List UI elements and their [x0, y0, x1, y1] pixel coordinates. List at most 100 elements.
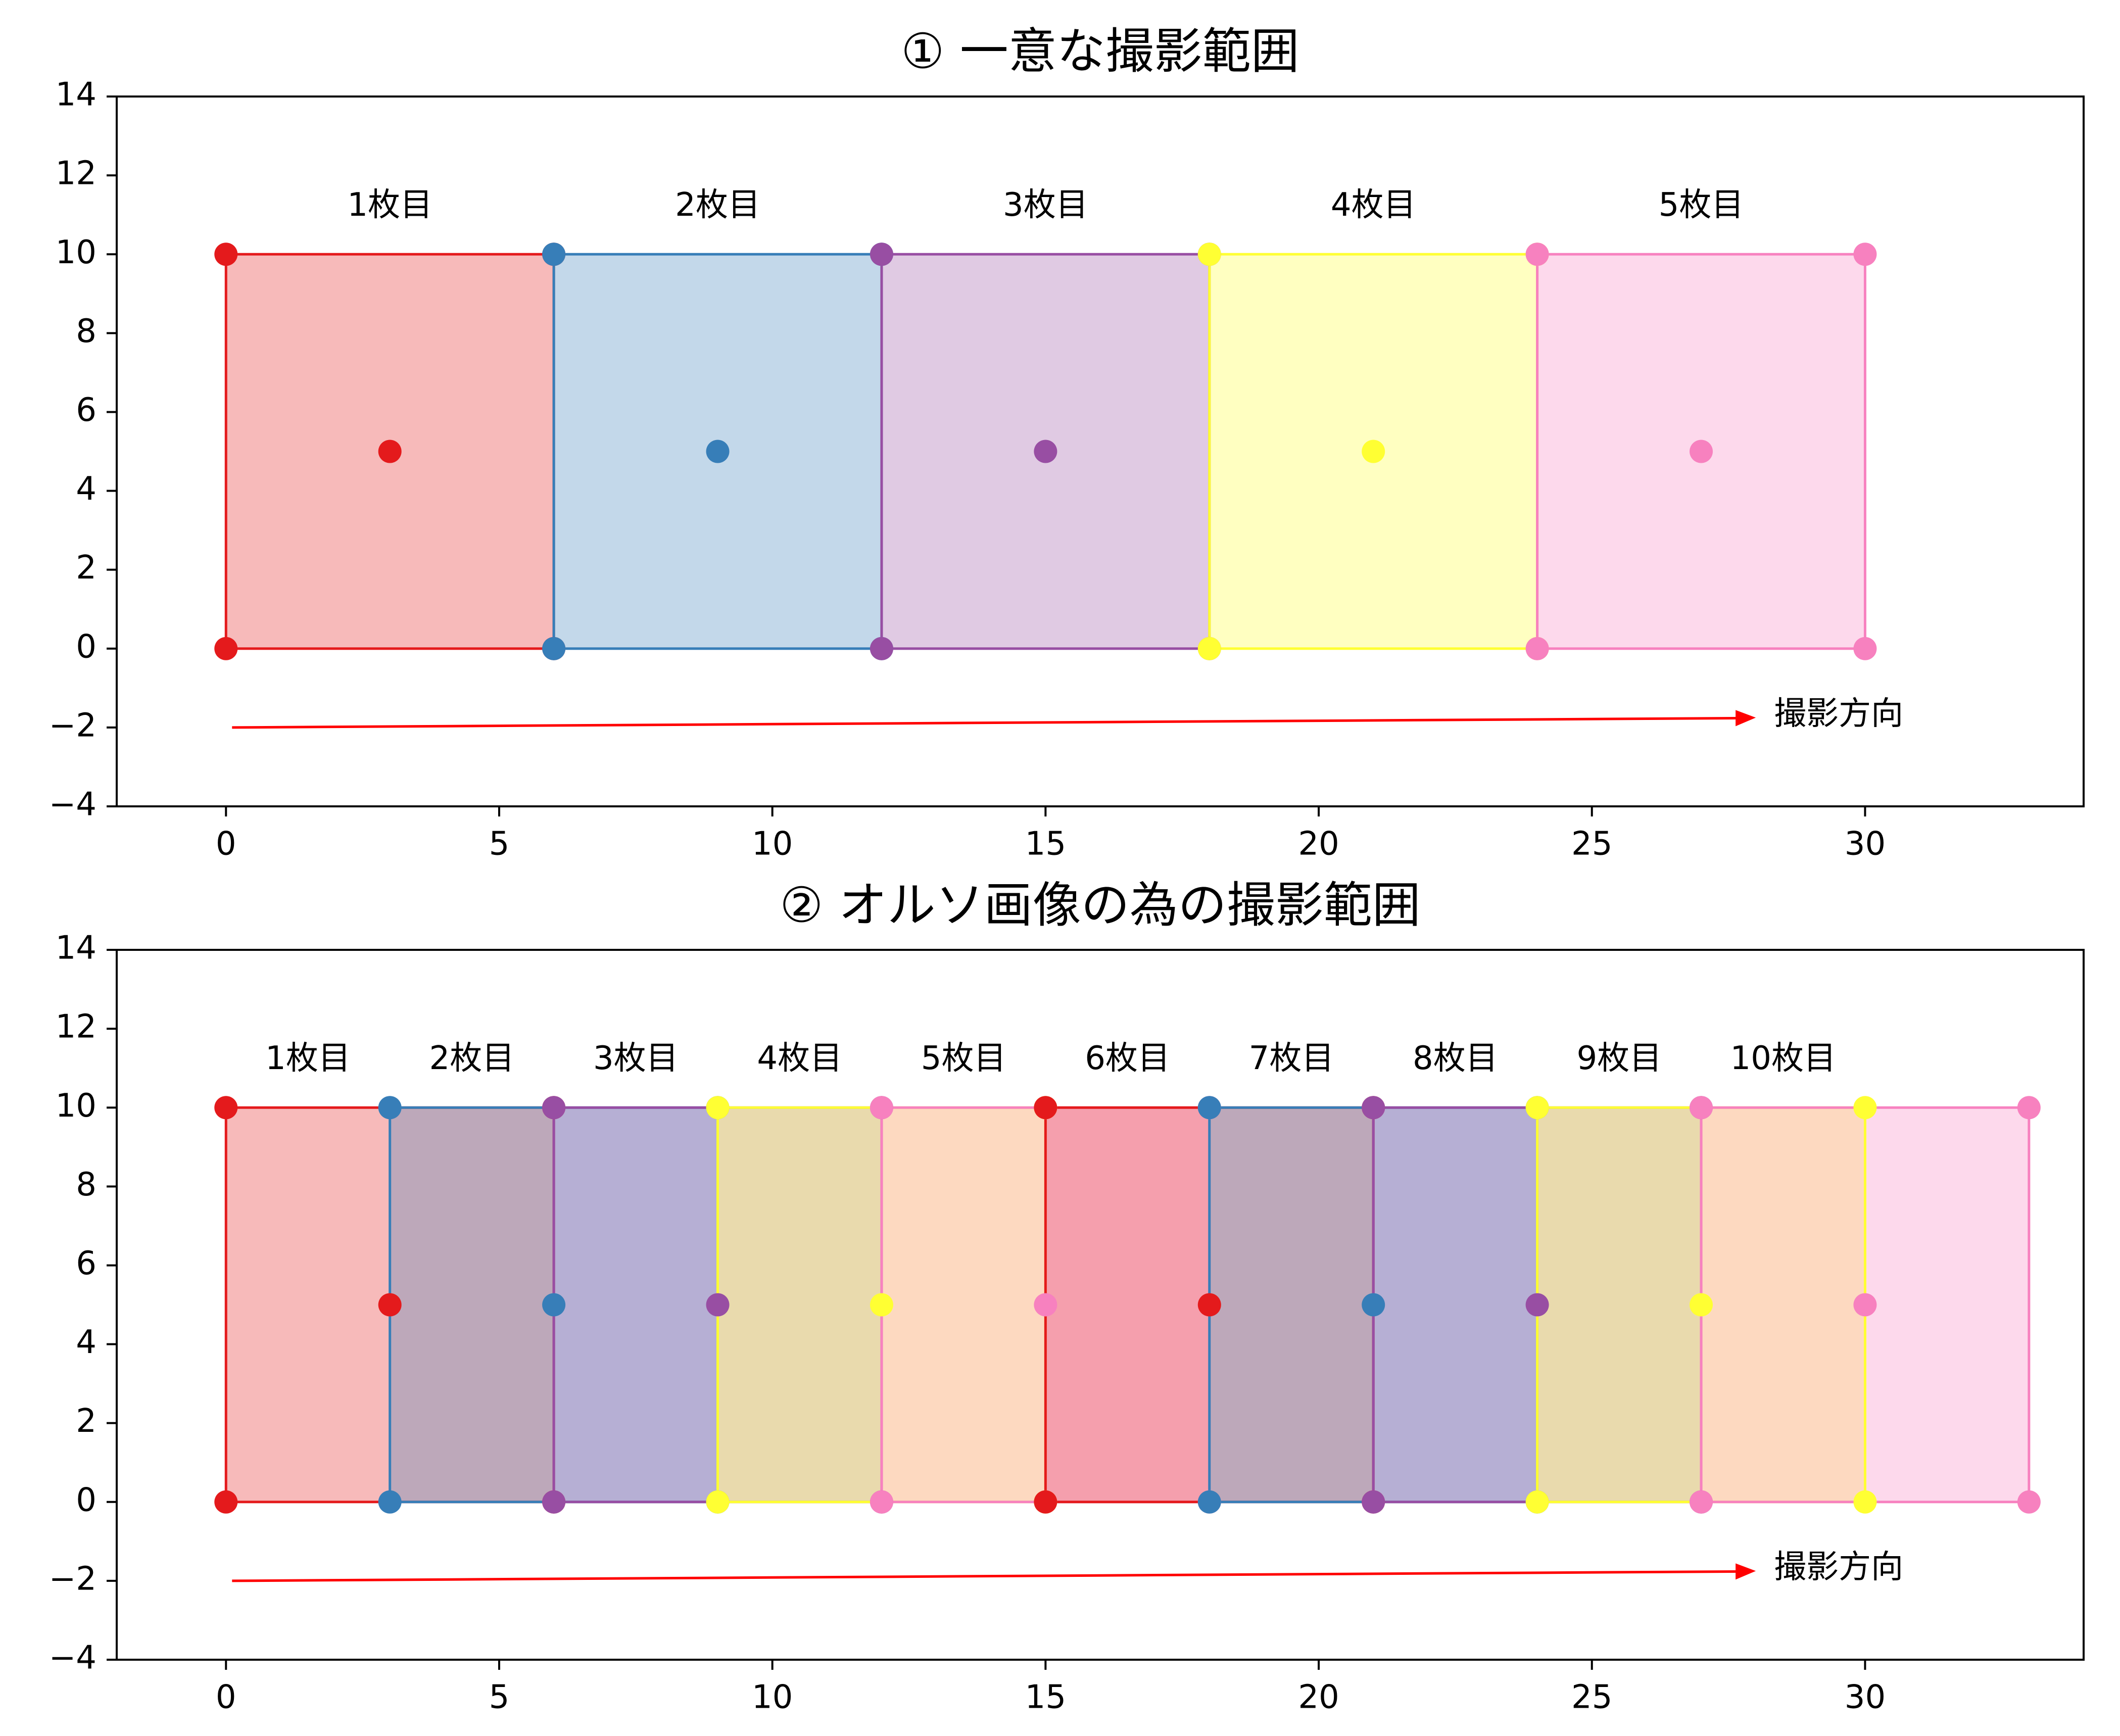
y-tick-label: 8 [76, 1166, 97, 1203]
y-tick-label: 14 [56, 930, 97, 967]
direction-arrow-line [232, 1570, 1741, 1582]
corner-point-7-3 [1197, 1096, 1221, 1120]
y-tick-label: 0 [76, 628, 97, 665]
x-tick-label: 25 [1571, 1679, 1612, 1716]
photo-label-7: 7枚目 [1249, 1040, 1334, 1077]
x-tick-label: 0 [216, 1679, 236, 1716]
x-tick-label: 5 [489, 826, 510, 863]
corner-point-6-3 [1034, 1096, 1057, 1120]
direction-arrow-line [232, 716, 1741, 729]
center-point-3 [1034, 440, 1057, 463]
y-tick-label: 4 [76, 470, 97, 508]
corner-point-5-3 [1525, 243, 1549, 266]
photo-label-3: 3枚目 [593, 1040, 679, 1077]
y-tick-label: 12 [56, 1008, 97, 1046]
x-tick-label: 15 [1025, 826, 1066, 863]
center-point-10 [1853, 1293, 1877, 1317]
center-point-1 [378, 440, 402, 463]
corner-point-3-1 [870, 637, 893, 660]
photo-label-1: 1枚目 [265, 1040, 351, 1077]
panel-ortho-coverage: ② オルソ画像の為の撮影範囲 1枚目 2枚目 3枚目 4枚目 5枚目 6枚目 7枚目 8枚目 9枚… [49, 877, 2085, 1716]
coverage-outline-5 [1536, 253, 1866, 650]
chart-title: ② オルソ画像の為の撮影範囲 [780, 877, 1421, 933]
photo-label-4: 4枚目 [757, 1040, 842, 1077]
corner-point-8-3 [1362, 1096, 1385, 1120]
x-tick-label: 0 [216, 826, 236, 863]
corner-point-5-4 [1853, 243, 1877, 266]
corner-point-5-2 [1853, 637, 1877, 660]
y-tick-label: −2 [49, 707, 97, 744]
photo-label-9: 9枚目 [1576, 1040, 1662, 1077]
corner-point-5-1 [1525, 637, 1549, 660]
y-tick-label: −2 [49, 1560, 97, 1598]
corner-point-2-3 [542, 243, 566, 266]
x-tick-label: 30 [1845, 1679, 1886, 1716]
corner-point-1-3 [214, 243, 238, 266]
corner-point-9-3 [1525, 1096, 1549, 1120]
corner-point-5-1 [870, 1490, 893, 1514]
corner-point-3-3 [542, 1096, 566, 1120]
y-tick-label: 6 [76, 1245, 97, 1282]
center-point-9 [1690, 1293, 1713, 1317]
photo-label-5: 5枚目 [921, 1040, 1006, 1077]
axes-frame [116, 95, 2085, 807]
corner-point-2-1 [542, 637, 566, 660]
corner-point-5-3 [870, 1096, 893, 1120]
center-point-8 [1525, 1293, 1549, 1317]
y-tick-label: 12 [56, 155, 97, 192]
direction-label: 撮影方向 [1774, 695, 1903, 733]
x-tick-label: 10 [752, 826, 793, 863]
center-point-7 [1362, 1293, 1385, 1317]
x-tick-label: 5 [489, 1679, 510, 1716]
photo-label-10: 10枚目 [1730, 1040, 1836, 1077]
corner-point-10-1 [1690, 1490, 1713, 1514]
center-point-4 [1362, 440, 1385, 463]
corner-point-9-4 [1853, 1096, 1877, 1120]
x-tick-label: 15 [1025, 1679, 1066, 1716]
corner-point-4-1 [706, 1490, 730, 1514]
corner-point-1-1 [214, 637, 238, 660]
corner-point-4-3 [1197, 243, 1221, 266]
direction-label: 撮影方向 [1774, 1549, 1903, 1586]
corner-point-10-4 [2017, 1096, 2041, 1120]
corner-point-4-1 [1197, 637, 1221, 660]
corner-point-2-1 [378, 1490, 402, 1514]
direction-arrow-head [1736, 710, 1756, 727]
center-point-1 [378, 1293, 402, 1317]
y-tick-label: 0 [76, 1481, 97, 1519]
chart-title: ① 一意な撮影範囲 [901, 23, 1299, 79]
x-tick-label: 20 [1298, 826, 1339, 863]
center-point-2 [542, 1293, 566, 1317]
photo-label-2: 2枚目 [675, 186, 760, 224]
photo-label-3: 3枚目 [1003, 186, 1088, 224]
corner-point-3-1 [542, 1490, 566, 1514]
y-tick-label: −4 [49, 786, 97, 824]
y-tick-label: 10 [56, 234, 97, 271]
y-tick-label: 6 [76, 392, 97, 429]
corner-point-9-2 [1853, 1490, 1877, 1514]
corner-point-7-1 [1197, 1490, 1221, 1514]
center-point-3 [706, 1293, 730, 1317]
corner-point-3-3 [870, 243, 893, 266]
corner-point-10-2 [2017, 1490, 2041, 1514]
corner-point-1-3 [214, 1096, 238, 1120]
y-tick-label: 8 [76, 313, 97, 350]
y-tick-label: 10 [56, 1087, 97, 1125]
y-tick-label: −4 [49, 1639, 97, 1677]
corner-point-4-3 [706, 1096, 730, 1120]
x-tick-label: 20 [1298, 1679, 1339, 1716]
corner-point-2-3 [378, 1096, 402, 1120]
y-tick-label: 2 [76, 1403, 97, 1440]
y-tick-label: 2 [76, 549, 97, 587]
corner-point-9-1 [1525, 1490, 1549, 1514]
corner-point-6-1 [1034, 1490, 1057, 1514]
x-tick-label: 30 [1845, 826, 1886, 863]
corner-point-1-1 [214, 1490, 238, 1514]
axes-frame [116, 949, 2085, 1661]
photo-label-4: 4枚目 [1331, 186, 1416, 224]
photo-label-8: 8枚目 [1413, 1040, 1498, 1077]
x-tick-label: 10 [752, 1679, 793, 1716]
center-point-6 [1197, 1293, 1221, 1317]
